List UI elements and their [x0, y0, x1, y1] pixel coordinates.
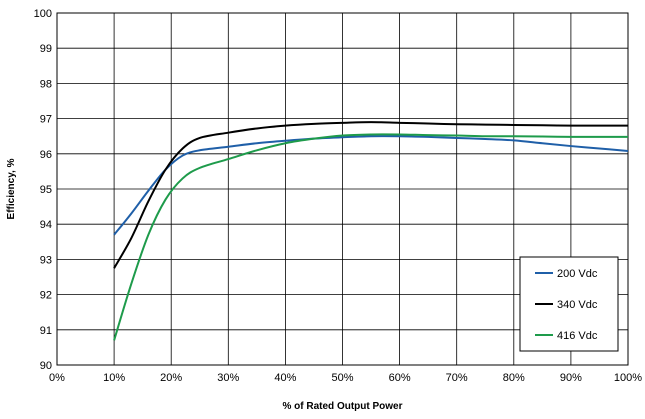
- x-tick-label: 40%: [274, 372, 296, 384]
- y-tick-label: 93: [40, 254, 52, 266]
- y-tick-label: 99: [40, 43, 52, 55]
- plot-area: [56, 12, 629, 366]
- x-tick-label: 30%: [217, 372, 239, 384]
- y-tick-label: 90: [40, 360, 52, 372]
- y-axis-title: Efficiency, %: [6, 158, 17, 219]
- x-tick-label: 100%: [614, 372, 642, 384]
- y-tick-label: 92: [40, 290, 52, 302]
- x-axis-tick-labels: 0% 10% 20% 30% 40% 50% 60% 70% 80% 90% 100%: [49, 372, 642, 384]
- legend: 200 Vdc 340 Vdc 416 Vdc: [519, 256, 619, 352]
- x-tick-label: 20%: [160, 372, 182, 384]
- y-tick-label: 91: [40, 325, 52, 337]
- y-tick-label: 96: [40, 149, 52, 161]
- y-tick-label: 97: [40, 114, 52, 126]
- x-tick-label: 70%: [446, 372, 468, 384]
- y-tick-label: 94: [40, 219, 52, 231]
- y-tick-label: 95: [40, 184, 52, 196]
- x-tick-label: 90%: [560, 372, 582, 384]
- x-tick-label: 80%: [503, 372, 525, 384]
- series-line-416-vdc: [113, 133, 628, 341]
- series-line-340-vdc: [113, 121, 628, 269]
- legend-label-340-vdc: 340 Vdc: [557, 299, 598, 311]
- y-tick-label: 100: [34, 8, 52, 20]
- x-axis-title: % of Rated Output Power: [283, 401, 403, 412]
- legend-label-200-vdc: 200 Vdc: [557, 268, 598, 280]
- series-line-200-vdc: [113, 135, 629, 236]
- series-lines: [113, 121, 629, 341]
- x-tick-label: 0%: [49, 372, 65, 384]
- legend-label-416-vdc: 416 Vdc: [557, 330, 598, 342]
- x-tick-label: 50%: [331, 372, 353, 384]
- y-axis-tick-labels: 90 91 92 93 94 95 96 97 98 99 100: [34, 8, 52, 372]
- x-tick-label: 60%: [389, 372, 411, 384]
- y-tick-label: 98: [40, 78, 52, 90]
- x-tick-label: 10%: [103, 372, 125, 384]
